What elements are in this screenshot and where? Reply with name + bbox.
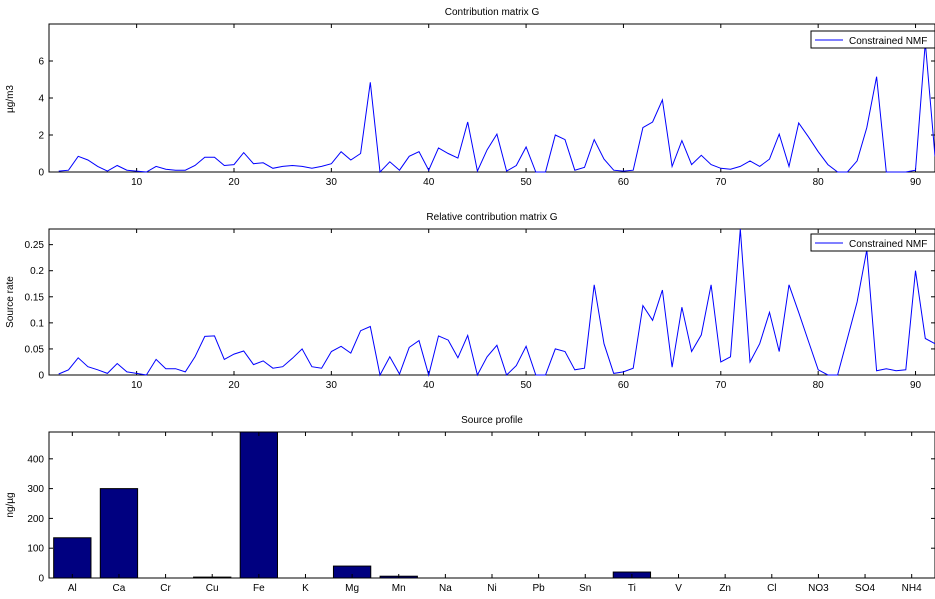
x-tick-label: K	[302, 583, 309, 594]
chart-title: Relative contribution matrix G	[426, 212, 557, 223]
x-tick-label: 70	[715, 177, 727, 188]
relative-contribution-panel: Relative contribution matrix G Source ra…	[5, 212, 935, 391]
plot-area	[48, 23, 935, 173]
x-tick-label: 40	[423, 177, 435, 188]
y-axis-label: ng/µg	[5, 492, 16, 517]
x-tick-label: Sn	[579, 583, 591, 594]
legend: Constrained NMF	[810, 233, 935, 252]
y-tick-label: 400	[27, 454, 44, 465]
x-tick-label: Na	[439, 583, 452, 594]
x-tick-label: Pb	[533, 583, 546, 594]
y-tick-label: 0.05	[25, 344, 45, 355]
x-tick-label: SO4	[855, 583, 875, 594]
y-tick-label: 2	[38, 131, 44, 142]
x-tick-label: 80	[813, 380, 825, 391]
x-tick-label: Cr	[160, 583, 171, 594]
bar-al	[53, 537, 92, 579]
x-tick-label: 20	[228, 177, 240, 188]
bar-fe	[239, 431, 278, 579]
x-tick-label: Ti	[628, 583, 636, 594]
y-tick-label: 0	[38, 371, 44, 382]
x-tick-label: Al	[68, 583, 77, 594]
x-tick-label: NH4	[902, 583, 922, 594]
plot-area	[48, 228, 935, 376]
y-axis-label: µg/m3	[5, 85, 16, 113]
x-tick-label: Cl	[767, 583, 776, 594]
legend: Constrained NMF	[810, 30, 935, 49]
axis-ticks: 10 20 30 40 50 60 70 80 90 0 2 4 6	[38, 24, 935, 188]
x-tick-label: Mn	[392, 583, 406, 594]
series-line-constrained-nmf	[58, 42, 935, 174]
y-axis-label: Source rate	[5, 276, 16, 328]
axis-ticks: Al Ca Cr Cu Fe K Mg Mn Na Ni Pb Sn Ti V Zn Cl NO3 SO4 NH4 0…	[27, 432, 935, 594]
source-profile-panel: Source profile ng/µg Al Ca Cr Cu Fe K Mg Mn Na Ni…	[5, 415, 935, 594]
x-tick-label: Mg	[345, 583, 359, 594]
contribution-panel: Contribution matrix G µg/m3 10 20 30 40 50 60…	[5, 7, 935, 188]
axis-ticks: 10 20 30 40 50 60 70 80 90 0 0.05 0.1 0.15 0.2 0.25	[25, 229, 935, 391]
x-tick-label: 20	[228, 380, 240, 391]
legend-label: Constrained NMF	[849, 239, 927, 250]
x-tick-label: Fe	[253, 583, 265, 594]
x-tick-label: 10	[131, 380, 143, 391]
y-tick-label: 0.25	[25, 240, 45, 251]
bar-ca	[99, 488, 139, 579]
x-tick-label: V	[675, 583, 682, 594]
x-tick-label: Zn	[719, 583, 731, 594]
x-tick-label: 70	[715, 380, 727, 391]
x-tick-label: 60	[618, 380, 630, 391]
x-tick-label: Ni	[487, 583, 496, 594]
chart-title: Source profile	[461, 415, 523, 426]
x-tick-label: NO3	[808, 583, 829, 594]
legend-box	[810, 233, 935, 252]
legend-label: Constrained NMF	[849, 36, 927, 47]
x-tick-label: 60	[618, 177, 630, 188]
x-tick-label: 90	[910, 380, 922, 391]
x-tick-label: 80	[813, 177, 825, 188]
x-tick-label: 10	[131, 177, 143, 188]
x-tick-label: Cu	[206, 583, 219, 594]
y-tick-label: 300	[27, 484, 44, 495]
y-tick-label: 0.1	[30, 318, 44, 329]
x-tick-label: 50	[521, 177, 533, 188]
x-tick-label: 30	[326, 177, 338, 188]
x-tick-label: 90	[910, 177, 922, 188]
y-tick-label: 4	[38, 94, 44, 105]
y-tick-label: 100	[27, 544, 44, 555]
x-tick-label: 40	[423, 380, 435, 391]
x-tick-label: 30	[326, 380, 338, 391]
y-tick-label: 0.2	[30, 266, 44, 277]
x-tick-label: Ca	[113, 583, 126, 594]
chart-title: Contribution matrix G	[445, 7, 540, 18]
y-tick-label: 0	[38, 168, 44, 179]
y-tick-label: 0	[38, 574, 44, 585]
legend-box	[810, 30, 935, 49]
y-tick-label: 200	[27, 514, 44, 525]
y-tick-label: 6	[38, 57, 44, 68]
y-tick-label: 0.15	[25, 292, 45, 303]
series-line-constrained-nmf	[58, 228, 935, 377]
x-tick-label: 50	[521, 380, 533, 391]
plot-area	[48, 431, 935, 579]
